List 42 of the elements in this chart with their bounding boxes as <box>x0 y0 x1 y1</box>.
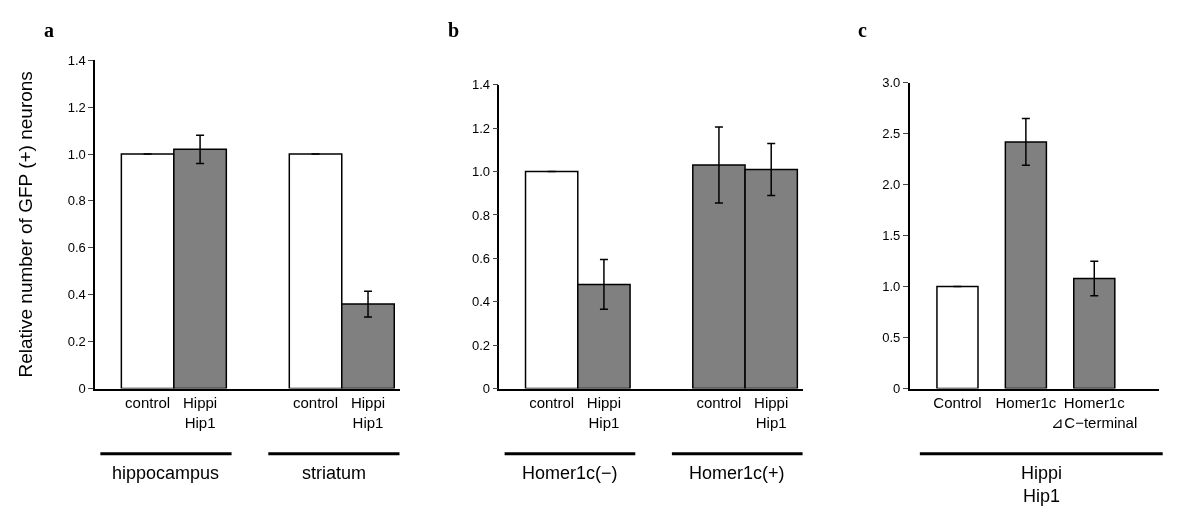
x-tick-label: Homer1c <box>995 394 1057 412</box>
text: Hippi Hip1 <box>1021 463 1063 507</box>
y-tick-label: 1.0 <box>882 279 901 295</box>
y-tick-label: 0.6 <box>471 250 491 266</box>
y-tick-label: 0.2 <box>67 334 86 350</box>
y-tick-label: 0.8 <box>67 193 86 209</box>
y-tick-label: 0.4 <box>471 294 491 310</box>
x-tick-label: control <box>125 394 171 412</box>
y-tick-label: 1.4 <box>67 52 86 68</box>
x-tick-label: Control <box>933 394 982 412</box>
text: Homer1c(−) <box>522 463 618 483</box>
y-tick-label: 2.5 <box>882 126 901 142</box>
text: hippocampus <box>112 463 220 483</box>
x-tick-label: Hippi Hip1 <box>754 394 789 431</box>
y-tick-label: 0.5 <box>882 330 901 346</box>
y-tick-label: 3.0 <box>882 75 901 91</box>
y-tick-label: 0.4 <box>67 287 86 303</box>
y-axis-title: Relative number of GFP (+) neurons <box>15 71 37 378</box>
y-tick-label: 1.0 <box>67 146 86 162</box>
x-tick-label: Hippi Hip1 <box>586 394 622 431</box>
chart-title: a <box>44 19 54 41</box>
y-tick-label: 0.2 <box>471 337 491 353</box>
x-tick-label: control <box>696 394 742 412</box>
y-tick-label: 0.6 <box>67 240 86 256</box>
y-tick-label: 0 <box>893 381 901 397</box>
chart-title: b <box>448 19 460 41</box>
y-tick-label: 1.2 <box>67 99 86 115</box>
y-tick-label: 1.0 <box>471 164 491 180</box>
x-tick-label: Hippi Hip1 <box>182 394 218 431</box>
text: Homer1c(+) <box>689 463 785 483</box>
y-tick-label: 1.5 <box>882 228 901 244</box>
x-tick-label: Hippi Hip1 <box>350 394 386 431</box>
y-tick-label: 1.2 <box>471 120 491 136</box>
x-tick-label: control <box>529 394 575 412</box>
text: striatum <box>302 463 367 483</box>
y-tick-label: 0 <box>78 381 86 397</box>
y-tick-label: 1.4 <box>471 77 491 93</box>
x-tick-label: control <box>293 394 339 412</box>
chart-title: c <box>858 19 867 41</box>
y-tick-label: 0 <box>482 381 491 397</box>
y-tick-label: 0.8 <box>471 207 491 223</box>
y-tick-label: 2.0 <box>882 177 901 193</box>
